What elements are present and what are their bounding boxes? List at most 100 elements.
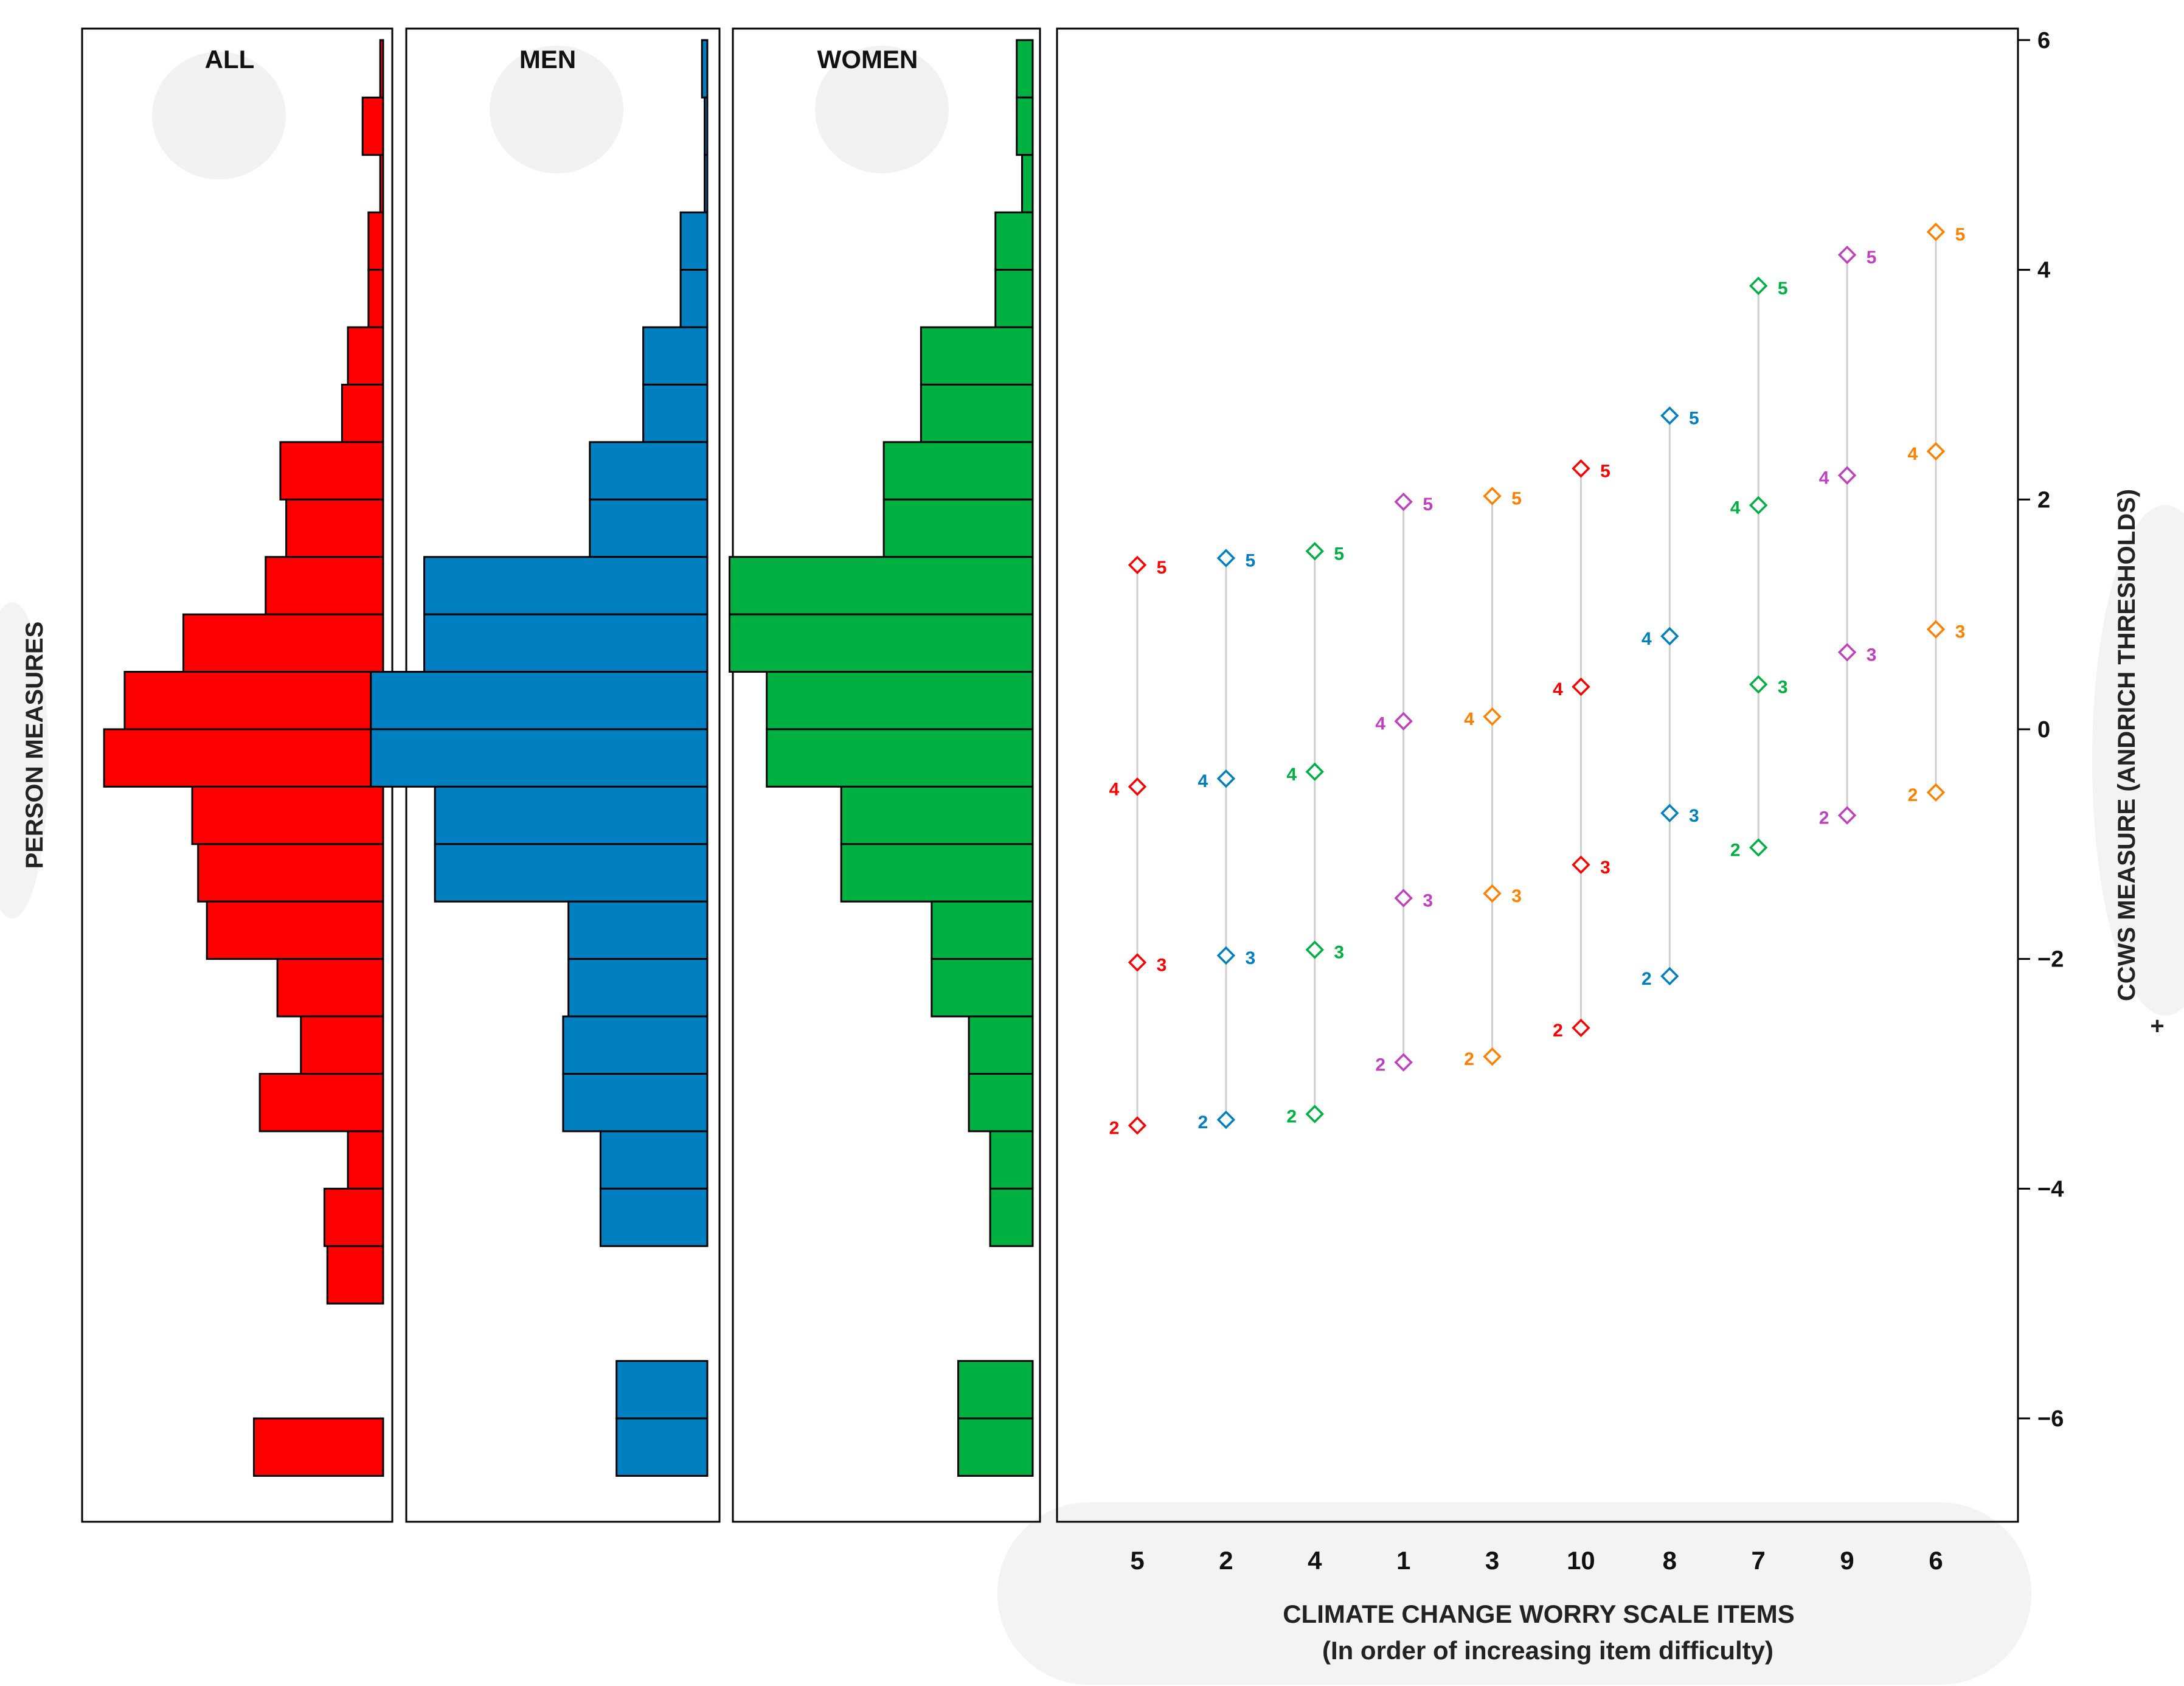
- threshold-point: [1926, 442, 1946, 461]
- histogram-bar: [729, 613, 1034, 673]
- threshold-label: 3: [1246, 948, 1256, 968]
- threshold-label: 2: [1286, 1107, 1297, 1127]
- histogram-men: MEN: [370, 39, 709, 1477]
- histogram-bar: [968, 1073, 1034, 1133]
- y-tick-label: 2: [2037, 487, 2050, 513]
- threshold-label: 2: [1109, 1118, 1120, 1138]
- histogram-women: WOMEN: [729, 39, 1034, 1477]
- threshold-label: 4: [1109, 779, 1120, 799]
- histogram-bar: [370, 671, 709, 730]
- histogram-bar: [840, 785, 1034, 845]
- histogram-bar: [599, 1130, 709, 1190]
- histogram-bar: [285, 498, 384, 558]
- threshold-label: 4: [1464, 709, 1474, 729]
- threshold-point: [1660, 966, 1679, 986]
- threshold-label: 4: [1641, 629, 1652, 649]
- threshold-label: 4: [1908, 444, 1918, 464]
- item-map-frame: [1056, 27, 2019, 1523]
- histogram-bar: [379, 154, 384, 213]
- threshold-label: 3: [1867, 645, 1877, 665]
- right-axis-title: CCWS MEASURE (ANDRICH THRESHOLDS): [2113, 489, 2140, 1001]
- threshold-point: [1837, 806, 1857, 825]
- threshold-label: 2: [1375, 1055, 1385, 1075]
- histogram-bar: [957, 1417, 1034, 1477]
- threshold-label: 3: [1423, 891, 1433, 911]
- histogram-bar: [562, 1073, 709, 1133]
- bg-blob: [490, 46, 623, 173]
- threshold-point: [1483, 487, 1502, 505]
- y-tick-label: −4: [2037, 1176, 2064, 1202]
- histogram-bar: [323, 1187, 384, 1247]
- histogram-bar: [989, 1130, 1034, 1190]
- bg-blob: [815, 46, 949, 173]
- histogram-bar: [882, 498, 1034, 558]
- histogram-bar: [434, 843, 709, 903]
- threshold-point: [1749, 838, 1768, 857]
- histogram-bar: [103, 728, 384, 788]
- threshold-label: 4: [1198, 771, 1208, 791]
- threshold-label: 3: [1689, 806, 1699, 826]
- panel-title: ALL: [205, 45, 255, 74]
- histogram-bar: [989, 1187, 1034, 1247]
- threshold-label: 4: [1286, 765, 1297, 785]
- threshold-point: [1926, 620, 1946, 639]
- background-decoration: [0, 46, 2184, 1685]
- histogram-bar: [729, 556, 1034, 616]
- histogram-bar: [276, 958, 384, 1018]
- x-tick-label: 9: [1840, 1546, 1854, 1575]
- left-axis-title: PERSON MEASURES: [21, 622, 48, 869]
- right-axis-title-suffix: +: [2150, 1013, 2164, 1039]
- threshold-point: [1749, 496, 1768, 515]
- threshold-point: [1305, 542, 1324, 561]
- y-tick-label: 6: [2037, 28, 2050, 54]
- threshold-label: 2: [1908, 785, 1918, 805]
- x-tick-label: 4: [1308, 1546, 1322, 1575]
- threshold-label: 4: [1375, 714, 1385, 734]
- histogram-bar: [704, 154, 709, 213]
- x-tick-label: 6: [1929, 1546, 1943, 1575]
- threshold-label: 5: [1600, 461, 1610, 481]
- item-threshold-lines: [1136, 232, 1937, 1126]
- histogram-bar: [567, 900, 709, 960]
- threshold-label: 2: [1730, 840, 1741, 860]
- threshold-point: [1572, 459, 1590, 478]
- threshold-label: 3: [1157, 955, 1167, 975]
- threshold-label: 5: [1511, 489, 1522, 509]
- threshold-label: 3: [1600, 858, 1610, 878]
- histogram-bar: [367, 211, 384, 271]
- histogram-bar: [679, 211, 709, 271]
- threshold-point: [1216, 1110, 1236, 1129]
- histogram-bar: [191, 785, 384, 845]
- x-tick-label: 10: [1567, 1546, 1595, 1575]
- histogram-bar: [1021, 154, 1034, 213]
- histogram-bar: [589, 441, 709, 501]
- histogram-bar: [347, 1130, 384, 1190]
- threshold-point: [1394, 712, 1413, 730]
- histogram-bar: [252, 1417, 384, 1477]
- threshold-point: [1216, 769, 1236, 788]
- x-tick-label: 3: [1485, 1546, 1499, 1575]
- threshold-label: 4: [1553, 679, 1563, 699]
- histogram-bar: [1016, 96, 1034, 156]
- y-tick-label: 0: [2037, 717, 2050, 743]
- threshold-point: [1837, 245, 1857, 265]
- threshold-point: [1926, 223, 1946, 241]
- histogram-bar: [968, 1015, 1034, 1075]
- histogram-bar: [567, 958, 709, 1018]
- y-tick-label: 4: [2037, 258, 2050, 283]
- threshold-point: [1660, 406, 1679, 425]
- threshold-label: 2: [1553, 1021, 1563, 1041]
- panel-frame: [732, 27, 1041, 1523]
- threshold-label: 4: [1819, 468, 1829, 488]
- threshold-label: 3: [1334, 943, 1344, 963]
- threshold-label: 3: [1511, 886, 1522, 906]
- x-tick-label: 2: [1219, 1546, 1233, 1575]
- threshold-point: [1483, 884, 1502, 903]
- histogram-bar: [766, 671, 1034, 730]
- histogram-bar: [920, 326, 1034, 386]
- threshold-label: 2: [1198, 1112, 1208, 1133]
- threshold-label: 5: [1157, 558, 1167, 578]
- threshold-label: 2: [1464, 1049, 1474, 1069]
- histogram-bar: [434, 785, 709, 845]
- y-tick-label: −6: [2037, 1406, 2064, 1432]
